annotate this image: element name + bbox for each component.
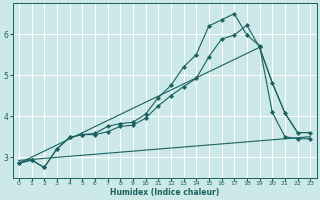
X-axis label: Humidex (Indice chaleur): Humidex (Indice chaleur)	[110, 188, 219, 197]
